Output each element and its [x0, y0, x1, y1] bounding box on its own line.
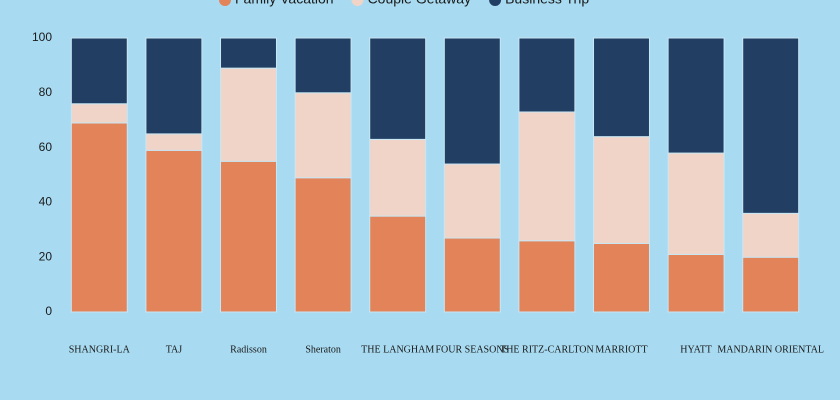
- bar-segment: [667, 253, 725, 313]
- bar-segment: [518, 111, 576, 242]
- bar-segment: [369, 37, 427, 140]
- x-tick-label: THE RITZ-CARLTON: [500, 344, 594, 355]
- bar-segment: [593, 37, 650, 138]
- legend-label: Business Trip: [505, 0, 589, 7]
- bar-segment: [369, 215, 427, 313]
- y-tick-label: 60: [39, 140, 53, 154]
- bar-segment: [593, 243, 650, 313]
- y-tick-label: 20: [39, 249, 53, 263]
- x-tick-label: THE LANGHAM: [361, 344, 434, 355]
- bar-segment: [593, 136, 650, 244]
- x-tick-label: MARRIOTT: [595, 344, 647, 355]
- x-tick-label: Sheraton: [305, 344, 341, 355]
- x-tick-label: TAJ: [166, 344, 183, 355]
- bar-segment: [220, 67, 277, 162]
- bar-segment: [145, 133, 203, 151]
- bar-segment: [518, 240, 576, 313]
- bar-segment: [70, 122, 128, 313]
- bar-segment: [220, 160, 277, 313]
- y-tick-label: 40: [39, 195, 53, 209]
- legend-swatch: [351, 0, 364, 6]
- bar-segment: [443, 237, 501, 313]
- bar-segment: [742, 212, 800, 258]
- bar-segment: [667, 37, 725, 154]
- bar-segment: [145, 37, 203, 135]
- y-tick-label: 80: [39, 85, 53, 99]
- bar-segment: [294, 92, 352, 179]
- legend-label: Family Vacation: [235, 0, 334, 7]
- bar-segment: [443, 163, 501, 239]
- bar-segment: [294, 177, 352, 313]
- bar-segment: [70, 103, 128, 124]
- bar-segment: [443, 37, 501, 165]
- x-tick-label: HYATT: [680, 344, 712, 355]
- legend-label: Couple Getaway: [368, 0, 472, 7]
- x-tick-label: FOUR SEASONS: [435, 344, 509, 355]
- bar-segment: [742, 256, 800, 313]
- bar-segment: [145, 149, 203, 313]
- bar-segment: [70, 37, 128, 105]
- bar-segment: [369, 138, 427, 217]
- bar-segment: [518, 37, 576, 113]
- y-tick-label: 100: [32, 30, 52, 44]
- bar-segment: [220, 37, 277, 69]
- bar-segment: [667, 152, 725, 255]
- x-tick-label: MANDARIN ORIENTAL: [717, 344, 824, 355]
- legend-swatch: [489, 0, 502, 6]
- y-tick-label: 0: [45, 304, 52, 318]
- bar-segment: [294, 37, 352, 94]
- bar-segment: [742, 37, 800, 214]
- x-tick-label: Radisson: [230, 344, 267, 355]
- x-tick-label: SHANGRI-LA: [69, 344, 131, 355]
- legend-swatch: [219, 0, 231, 6]
